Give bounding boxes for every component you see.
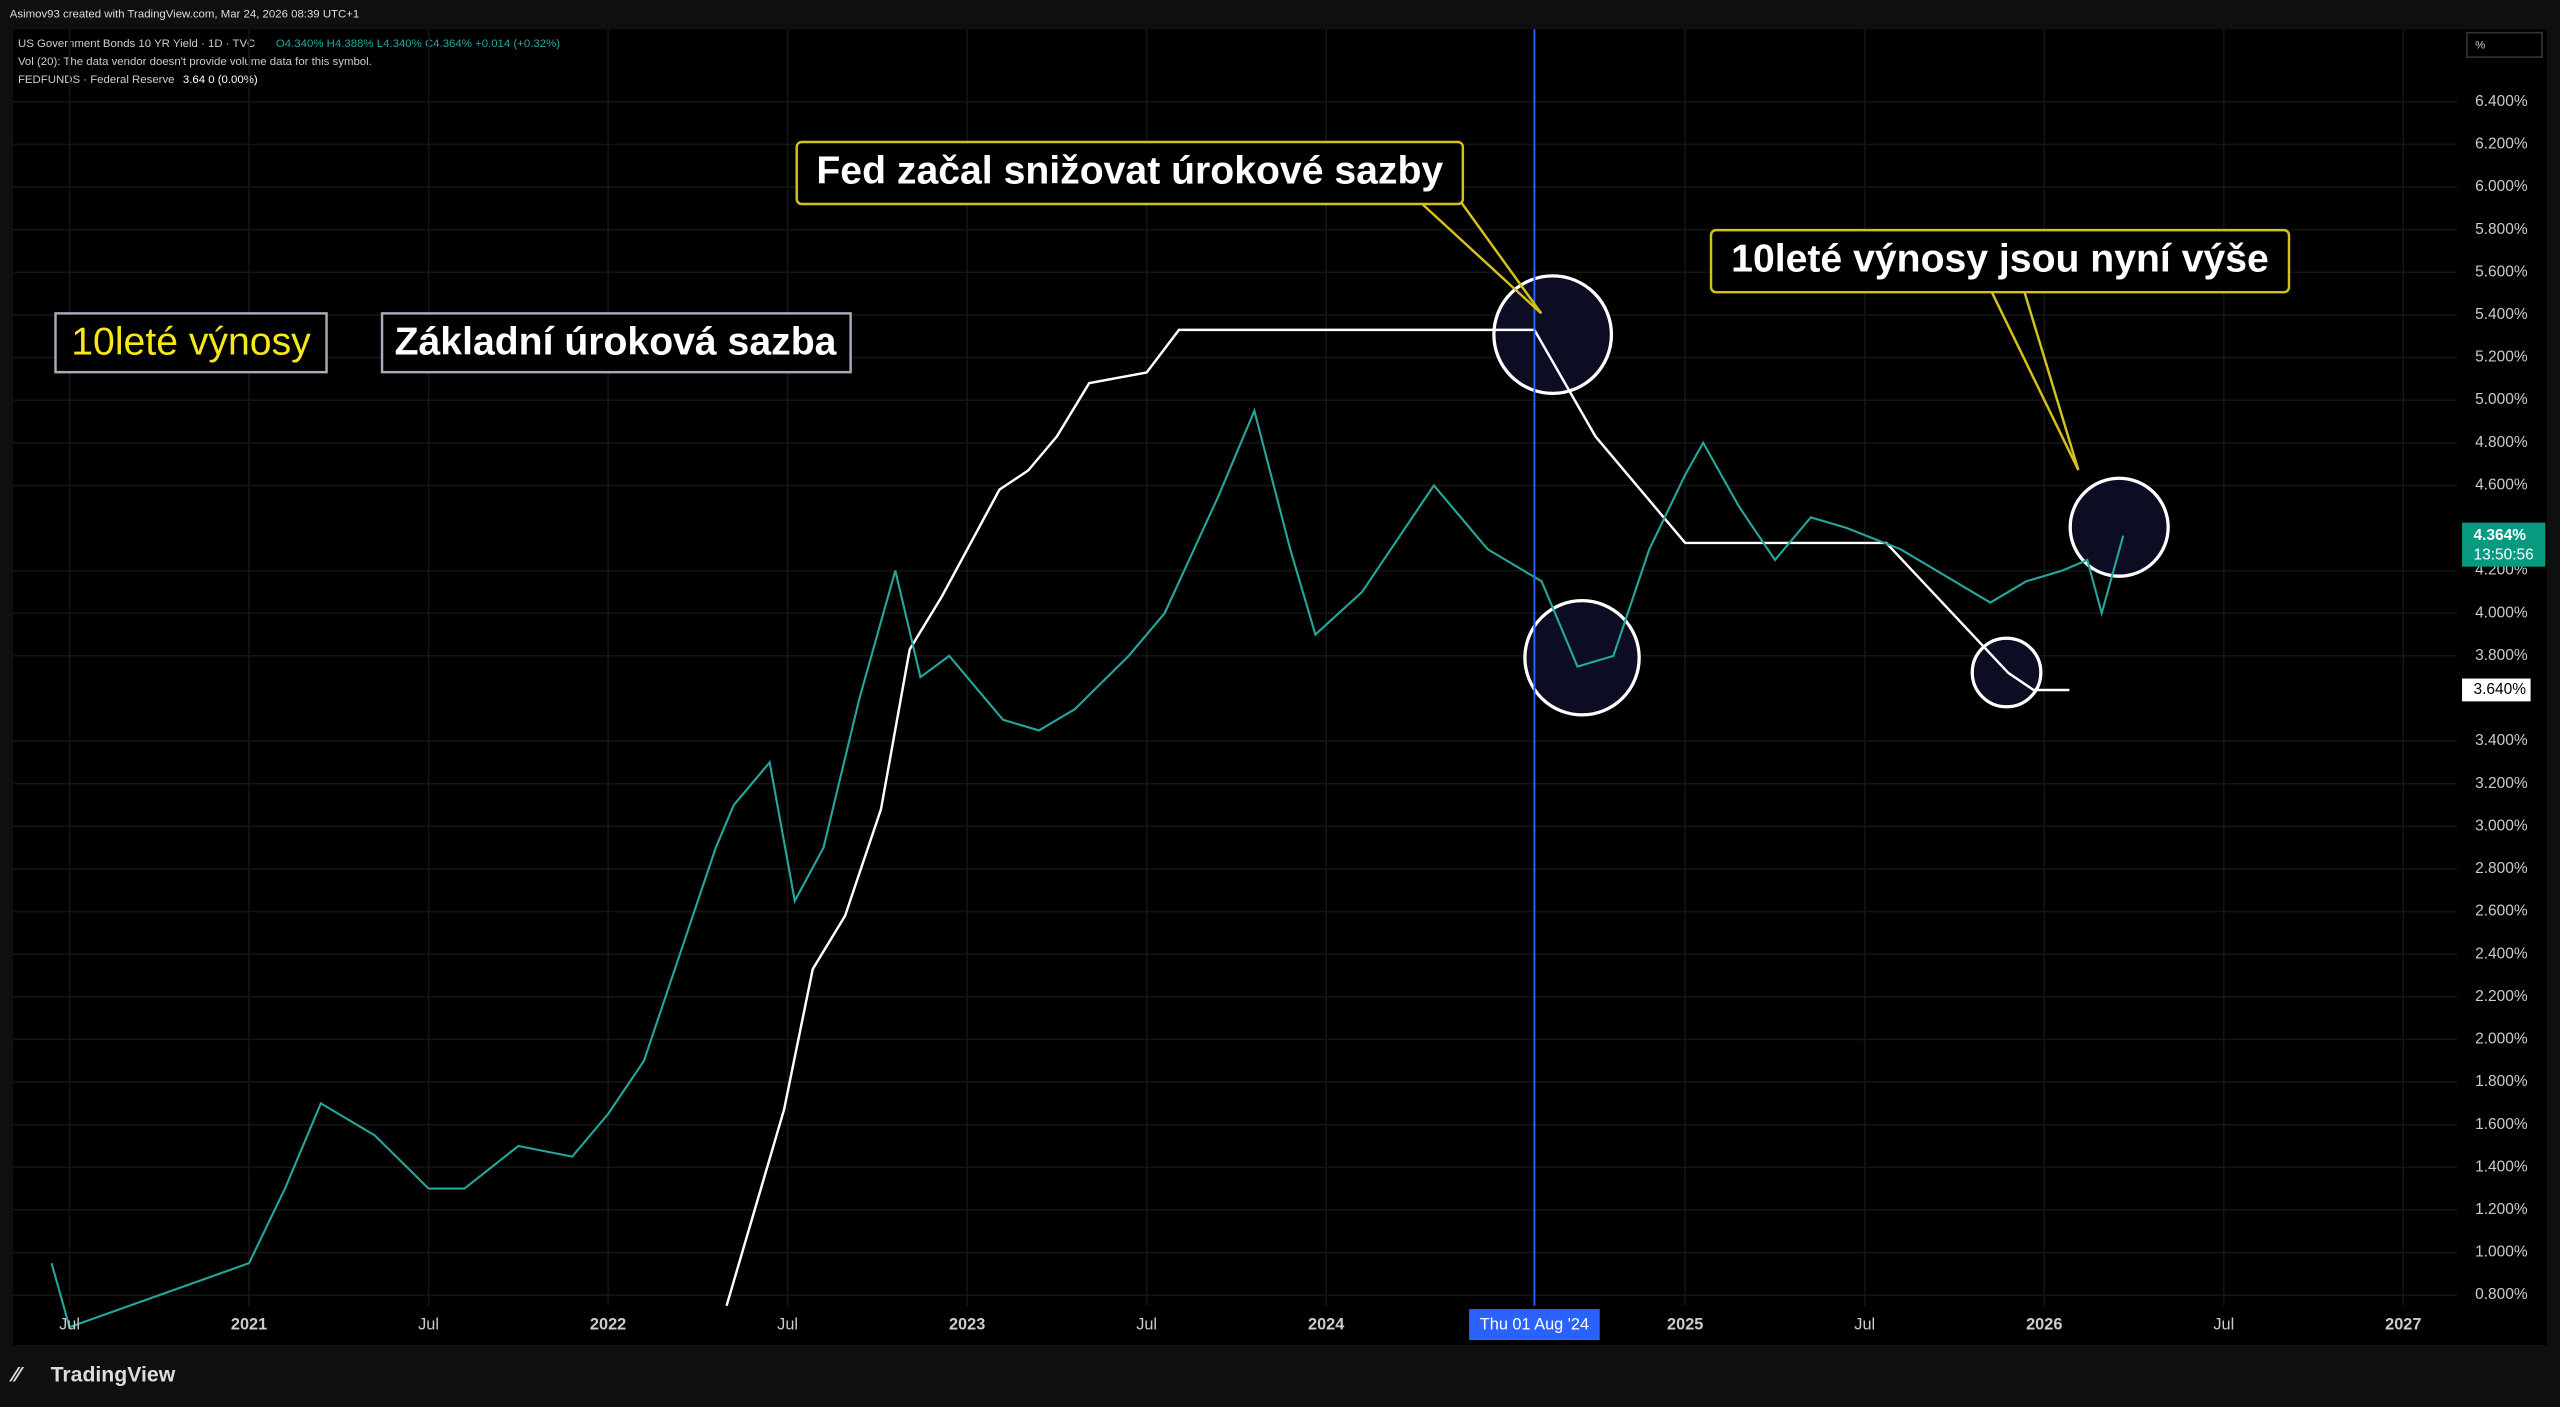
callout-box — [1709, 228, 2291, 294]
x-tick-label: 2024 — [1308, 1316, 1344, 1334]
x-tick-label: Jul — [1136, 1316, 1157, 1334]
x-tick-label: Jul — [777, 1316, 798, 1334]
y-tick-label: 3.400% — [2475, 732, 2528, 749]
x-tick-label: 2021 — [231, 1316, 267, 1334]
y-tick-label: 4.800% — [2475, 434, 2528, 451]
fed-last: 3.640% — [2473, 681, 2526, 698]
y-tick-label: 5.000% — [2475, 391, 2528, 408]
fed-last-bg — [2462, 678, 2531, 702]
y-tick-label: 3.000% — [2475, 817, 2528, 834]
brand-name: TradingView — [51, 1364, 176, 1387]
countdown: 13:50:56 — [2473, 546, 2533, 563]
y-tick-label: 1.200% — [2475, 1201, 2528, 1218]
y-tick-label: 2.400% — [2475, 945, 2528, 962]
y-tick-label: 2.200% — [2475, 988, 2528, 1005]
fedfunds: FEDFUNDS · Federal Reserve — [18, 74, 175, 86]
legend-box — [54, 312, 328, 374]
y-tick-label: 1.800% — [2475, 1073, 2528, 1090]
y-tick-label: 5.200% — [2475, 349, 2528, 366]
callout-box — [795, 140, 1465, 206]
callout-pointer — [1990, 291, 2080, 471]
y-tick-label: 5.600% — [2475, 263, 2528, 280]
legend-entry: 10leté výnosy — [71, 321, 311, 364]
circle — [2068, 476, 2170, 578]
y-tick-label: 5.400% — [2475, 306, 2528, 323]
x-tick-label: Jul — [418, 1316, 439, 1334]
y-tick-label: 6.200% — [2475, 136, 2528, 153]
x-tick-label: 2023 — [949, 1316, 985, 1334]
last-price: 4.364% — [2473, 527, 2526, 544]
last-price-bg — [2462, 522, 2546, 567]
grid — [13, 29, 2458, 1306]
fedfunds-values: 3.64 0 (0.00%) — [183, 74, 258, 86]
credit: Asimov93 created with TradingView.com, M… — [10, 9, 359, 21]
crosshair-label-bg — [1469, 1309, 1600, 1341]
series-line — [725, 328, 2070, 1307]
x-tick-label: Jul — [1854, 1316, 1875, 1334]
y-tick-label: 6.000% — [2475, 178, 2528, 195]
symbol: US Government Bonds 10 YR Yield · 1D · T… — [18, 38, 255, 50]
unit-box — [2466, 31, 2543, 58]
ohlc: O4.340% H4.388% L4.340% C4.364% +0.014 (… — [276, 38, 560, 50]
y-tick-label: 0.800% — [2475, 1286, 2528, 1303]
y-tick-label: 6.400% — [2475, 93, 2528, 110]
callout-text: 10leté výnosy jsou nyní výše — [1731, 238, 2269, 281]
y-tick-label: 4.600% — [2475, 476, 2528, 493]
y-tick-label: 5.800% — [2475, 221, 2528, 238]
circle — [1523, 599, 1641, 717]
circle — [1492, 274, 1614, 396]
y-tick-label: 4.000% — [2475, 604, 2528, 621]
series-line — [50, 407, 2125, 1329]
y-tick-label: 1.000% — [2475, 1244, 2528, 1261]
plot-bg — [13, 29, 2547, 1345]
callout-pointer — [1419, 201, 1543, 315]
crosshair-label: Thu 01 Aug '24 — [1480, 1316, 1589, 1334]
annotations — [1492, 274, 2170, 717]
y-tick-label: 3.800% — [2475, 647, 2528, 664]
y-tick-label: 1.400% — [2475, 1158, 2528, 1175]
callout-text: Fed začal snižovat úrokové sazby — [816, 149, 1443, 192]
legend-box — [380, 312, 852, 374]
x-tick-label: Jul — [59, 1316, 80, 1334]
x-tick-label: 2026 — [2026, 1316, 2062, 1334]
unit-label: % — [2475, 40, 2485, 52]
y-tick-label: 3.200% — [2475, 775, 2528, 792]
y-tick-label: 2.000% — [2475, 1031, 2528, 1048]
y-tick-label: 2.800% — [2475, 860, 2528, 877]
x-tick-label: Jul — [2213, 1316, 2234, 1334]
x-tick-label: 2027 — [2385, 1316, 2421, 1334]
volume-note: Vol (20): The data vendor doesn't provid… — [18, 56, 372, 68]
y-tick-label: 1.600% — [2475, 1116, 2528, 1133]
y-tick-label: 2.600% — [2475, 903, 2528, 920]
x-tick-label: 2022 — [590, 1316, 626, 1334]
legend-entry: Základní úroková sazba — [395, 321, 838, 364]
x-tick-label: 2025 — [1667, 1316, 1703, 1334]
